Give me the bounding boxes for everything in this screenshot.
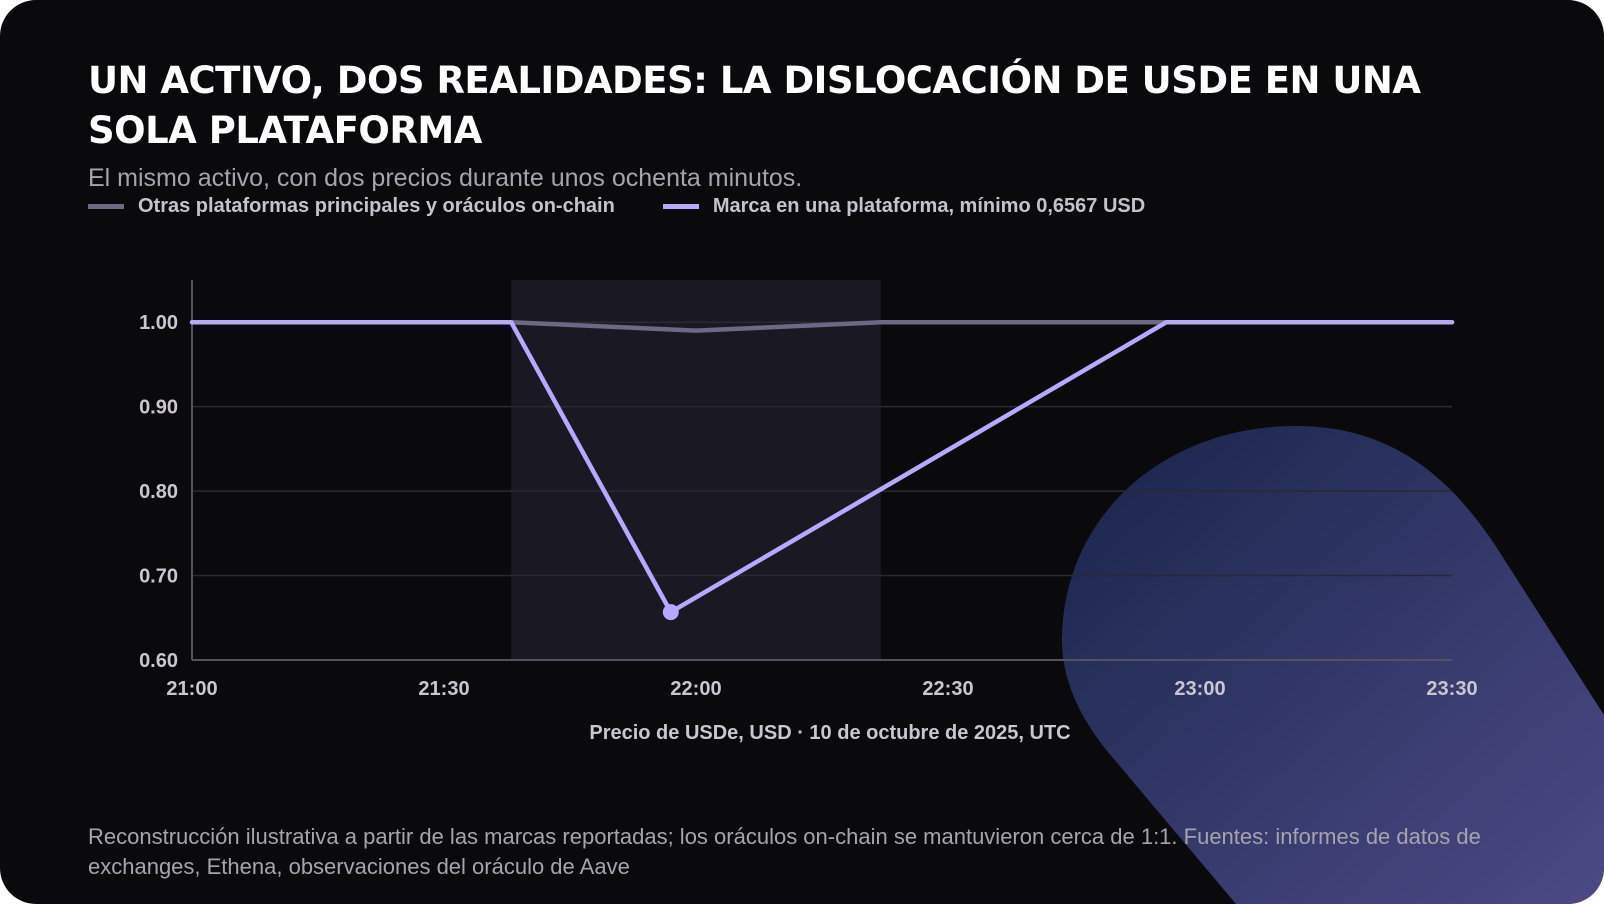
x-tick-label: 21:30 xyxy=(418,678,469,700)
legend-item-platform: Marca en una plataforma, mínimo 0,6567 U… xyxy=(662,195,1146,218)
x-tick-label: 22:30 xyxy=(922,678,973,700)
x-tick-label: 22:00 xyxy=(670,678,721,700)
y-tick-label: 0.60 xyxy=(139,650,178,672)
x-tick-label: 23:00 xyxy=(1174,678,1225,700)
x-axis-label: Precio de USDe, USD · 10 de octubre de 2… xyxy=(589,722,1070,744)
chart-title: UN ACTIVO, DOS REALIDADES: LA DISLOCACIÓ… xyxy=(88,59,1421,152)
x-tick-label: 23:30 xyxy=(1426,678,1477,700)
x-tick-label: 21:00 xyxy=(166,678,217,700)
y-tick-label: 1.00 xyxy=(139,312,178,334)
legend-item-reference: Otras plataformas principales y oráculos… xyxy=(88,195,615,218)
highlight-band xyxy=(511,280,881,660)
legend: Otras plataformas principales y oráculos… xyxy=(88,195,1193,218)
y-tick-label: 0.90 xyxy=(139,397,178,419)
y-tick-label: 0.80 xyxy=(139,481,178,503)
legend-swatch-platform xyxy=(662,204,699,209)
legend-label-platform: Marca en una plataforma, mínimo 0,6567 U… xyxy=(712,195,1146,217)
source-note: Reconstrucción ilustrativa a partir de l… xyxy=(88,824,1481,879)
y-tick-label: 0.70 xyxy=(139,566,178,588)
chart-subtitle: El mismo activo, con dos precios durante… xyxy=(88,164,803,192)
minimum-point-marker xyxy=(662,604,679,621)
legend-label-reference: Otras plataformas principales y oráculos… xyxy=(138,195,615,217)
legend-swatch-reference xyxy=(88,204,124,209)
